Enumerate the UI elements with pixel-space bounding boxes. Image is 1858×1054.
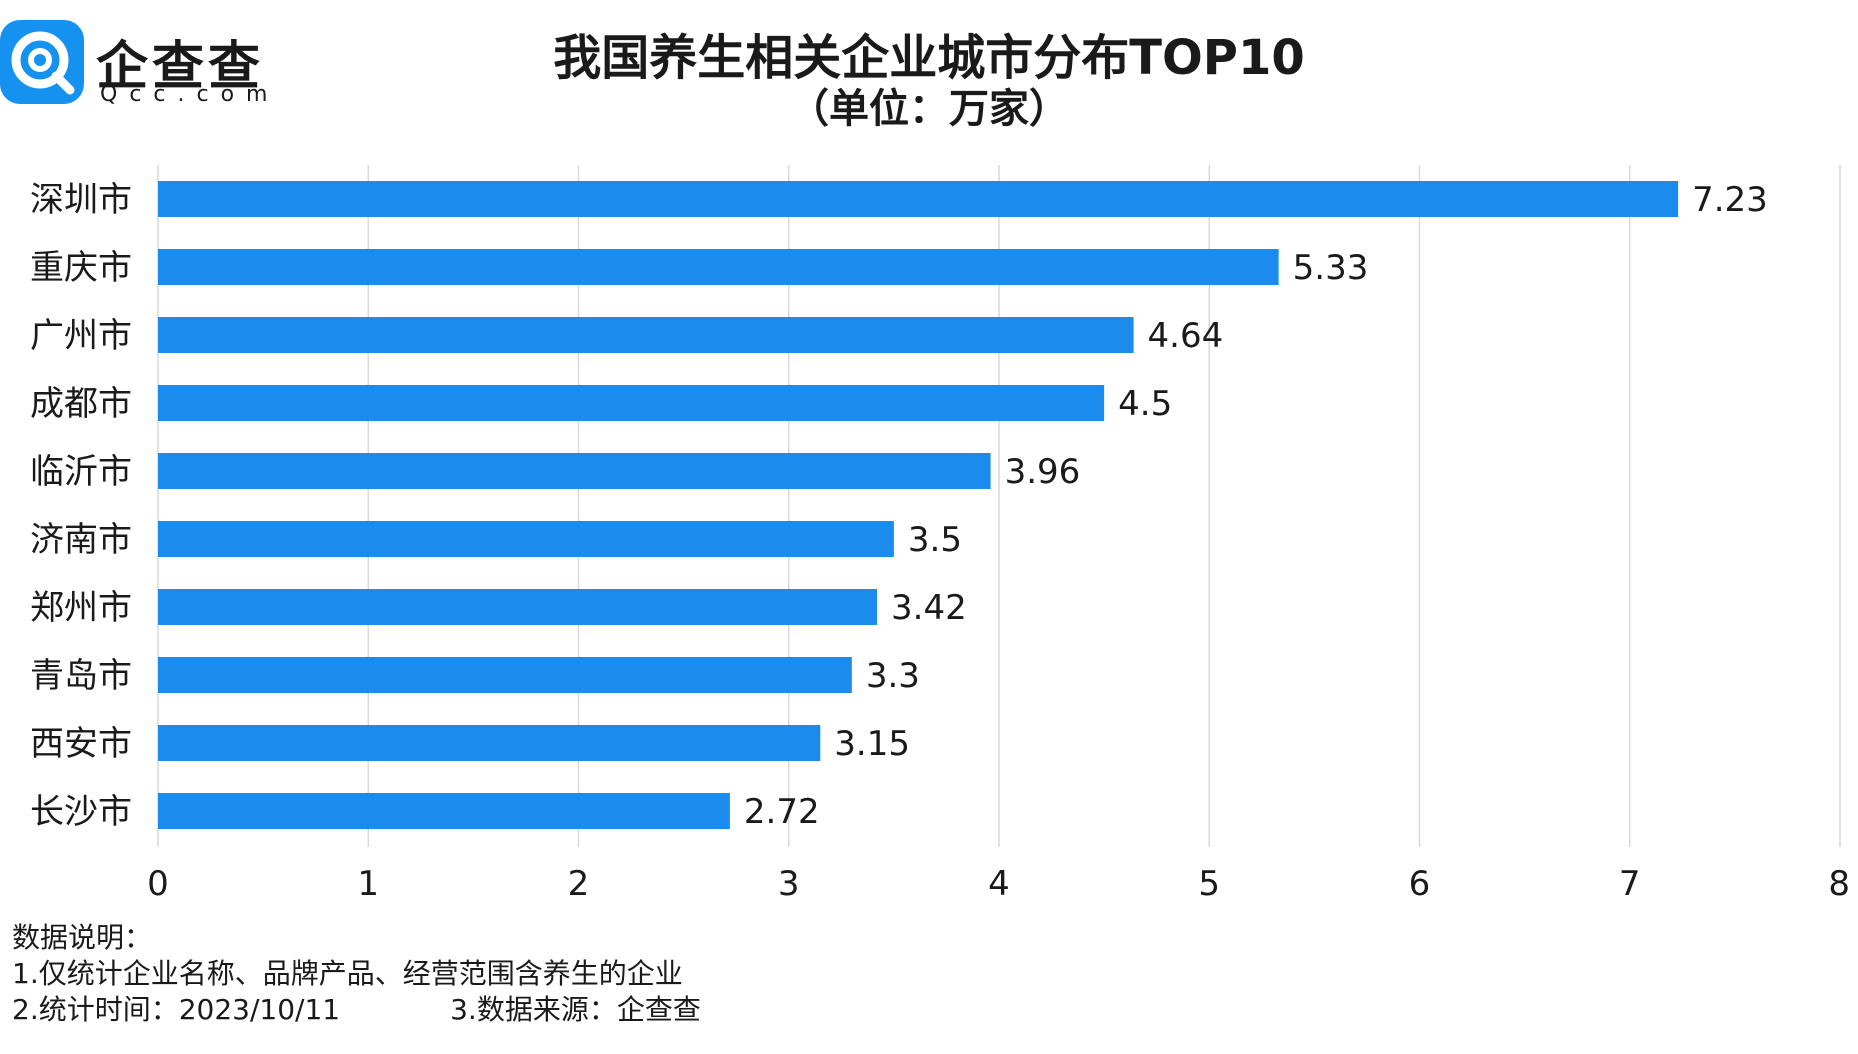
x-tick-label-5: 5 bbox=[1198, 864, 1220, 904]
bar-5 bbox=[158, 521, 894, 557]
qcc-logo: 企查查 Qcc.com bbox=[0, 18, 300, 108]
chart-title: 我国养生相关企业城市分布TOP10 bbox=[553, 30, 1305, 86]
bar-6 bbox=[158, 589, 878, 625]
notes-line-2: 2.统计时间：2023/10/11 bbox=[12, 993, 341, 1026]
value-label-9: 2.72 bbox=[744, 792, 820, 832]
x-tick-label-8: 8 bbox=[1828, 864, 1850, 904]
value-label-7: 3.3 bbox=[866, 656, 920, 696]
category-label-9: 长沙市 bbox=[30, 792, 132, 832]
notes-line-1: 1.仅统计企业名称、品牌产品、经营范围含养生的企业 bbox=[12, 957, 683, 990]
x-tick-label-6: 6 bbox=[1409, 864, 1431, 904]
category-label-0: 深圳市 bbox=[30, 180, 132, 220]
bar-3 bbox=[158, 385, 1105, 421]
value-label-8: 3.15 bbox=[834, 724, 910, 764]
bar-8 bbox=[158, 725, 821, 761]
x-tick-label-3: 3 bbox=[778, 864, 800, 904]
notes-line-3: 3.数据来源：企查查 bbox=[450, 993, 701, 1026]
category-label-7: 青岛市 bbox=[30, 656, 132, 696]
logo-domain-text: Qcc.com bbox=[100, 82, 280, 107]
bar-chart: 深圳市 7.23 重庆市 5.33 广州市 4.64 成都市 4.5 临沂市 3.96 济南市 3.5… bbox=[30, 165, 1850, 904]
category-label-1: 重庆市 bbox=[30, 248, 132, 288]
value-label-3: 4.5 bbox=[1118, 384, 1172, 424]
data-notes: 数据说明： 1.仅统计企业名称、品牌产品、经营范围含养生的企业 2.统计时间：2… bbox=[12, 920, 701, 1028]
bar-4 bbox=[158, 453, 991, 489]
x-tick-label-4: 4 bbox=[988, 864, 1010, 904]
category-label-8: 西安市 bbox=[30, 724, 132, 764]
notes-heading: 数据说明： bbox=[12, 921, 153, 954]
bar-1 bbox=[158, 249, 1279, 285]
x-tick-label-1: 1 bbox=[357, 864, 379, 904]
bar-7 bbox=[158, 657, 852, 693]
chart-subtitle: （单位：万家） bbox=[789, 86, 1069, 132]
qcc-logo-icon bbox=[0, 20, 84, 104]
value-label-2: 4.64 bbox=[1148, 316, 1224, 356]
category-label-2: 广州市 bbox=[30, 316, 132, 356]
logo-brand-text: 企查查 bbox=[96, 37, 265, 97]
bar-0 bbox=[158, 181, 1679, 217]
x-tick-label-0: 0 bbox=[147, 864, 169, 904]
category-label-5: 济南市 bbox=[30, 520, 132, 560]
value-label-1: 5.33 bbox=[1293, 248, 1369, 288]
category-label-4: 临沂市 bbox=[30, 452, 132, 492]
bar-9 bbox=[158, 793, 730, 829]
category-label-3: 成都市 bbox=[30, 384, 132, 424]
x-tick-label-2: 2 bbox=[568, 864, 590, 904]
value-label-6: 3.42 bbox=[891, 588, 967, 628]
bar-2 bbox=[158, 317, 1134, 353]
x-tick-label-7: 7 bbox=[1619, 864, 1641, 904]
value-label-4: 3.96 bbox=[1005, 452, 1081, 492]
category-label-6: 郑州市 bbox=[30, 588, 132, 628]
value-label-5: 3.5 bbox=[908, 520, 962, 560]
value-label-0: 7.23 bbox=[1692, 180, 1768, 220]
